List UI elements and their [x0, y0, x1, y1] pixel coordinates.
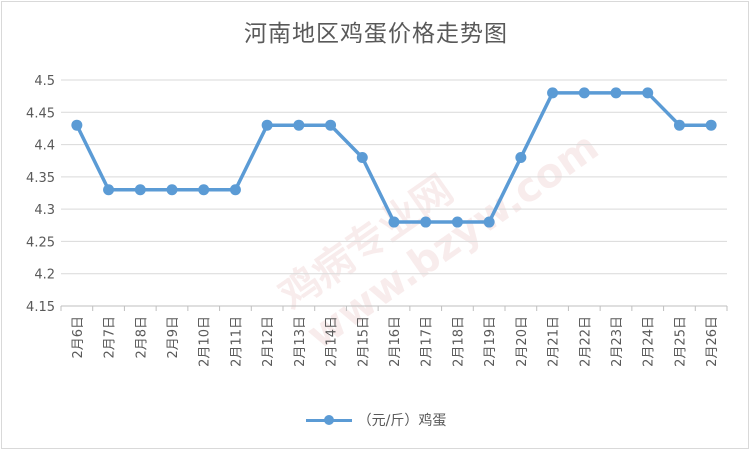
data-point[interactable] [705, 119, 717, 131]
data-point[interactable] [515, 151, 527, 163]
chart-title: 河南地区鸡蛋价格走势图 [244, 21, 508, 47]
x-tick-label: 2月17日 [420, 316, 435, 367]
data-point[interactable] [610, 87, 622, 99]
data-point[interactable] [166, 184, 178, 196]
data-point[interactable] [483, 216, 495, 228]
legend-swatch [305, 413, 352, 427]
legend-label: （元/斤）鸡蛋 [357, 413, 447, 429]
data-point[interactable] [134, 184, 146, 196]
x-tick-label: 2月16日 [388, 316, 403, 367]
x-tick-label: 2月10日 [198, 316, 213, 367]
x-tick-label: 2月23日 [610, 316, 625, 367]
y-axis: 4.15 4.2 4.25 4.3 4.35 4.4 4.45 4.5 [26, 74, 55, 315]
x-tick-label: 2月19日 [483, 316, 498, 367]
data-point[interactable] [673, 119, 685, 131]
y-tick-label: 4.4 [34, 139, 55, 154]
x-tick-label: 2月15日 [356, 316, 371, 367]
x-tick-label: 2月26日 [705, 316, 720, 367]
y-tick-label: 4.5 [34, 74, 55, 89]
y-tick-label: 4.35 [26, 171, 55, 186]
x-axis: 2月6日 2月7日 2月8日 2月9日 2月10日 2月11日 2月12日 2月13日 2月14… [60, 305, 728, 367]
x-tick-label: 2月13日 [293, 316, 308, 367]
y-tick-label: 4.2 [34, 268, 55, 283]
x-tick-label: 2月6日 [71, 316, 86, 359]
x-tick-label: 2月20日 [515, 316, 530, 367]
x-tick-label: 2月7日 [103, 316, 118, 359]
series-group [71, 87, 717, 228]
legend[interactable]: （元/斤）鸡蛋 [0, 410, 752, 430]
y-tick-label: 4.45 [26, 106, 55, 121]
x-tick-label: 2月25日 [673, 316, 688, 367]
data-point[interactable] [642, 87, 654, 99]
x-tick-label: 2月18日 [451, 316, 466, 367]
x-tick-label: 2月8日 [134, 316, 149, 359]
x-tick-label: 2月22日 [578, 316, 593, 367]
data-point[interactable] [547, 87, 559, 99]
data-point[interactable] [103, 184, 115, 196]
data-point[interactable] [578, 87, 590, 99]
data-point[interactable] [198, 184, 210, 196]
grid-lines [61, 79, 727, 307]
data-point[interactable] [388, 216, 400, 228]
data-point[interactable] [420, 216, 432, 228]
data-point[interactable] [356, 151, 368, 163]
x-tick-label: 2月24日 [642, 316, 657, 367]
y-tick-label: 4.15 [26, 300, 55, 315]
x-tick-label: 2月12日 [261, 316, 276, 367]
data-point[interactable] [229, 184, 241, 196]
x-tick-label: 2月21日 [547, 316, 562, 367]
x-tick-label: 2月11日 [229, 316, 244, 367]
x-tick-label: 2月9日 [166, 316, 181, 359]
data-point[interactable] [451, 216, 463, 228]
data-point[interactable] [325, 119, 337, 131]
data-point[interactable] [71, 119, 83, 131]
y-tick-label: 4.25 [26, 235, 55, 250]
data-point[interactable] [293, 119, 305, 131]
x-tick-label: 2月14日 [325, 316, 340, 367]
y-tick-label: 4.3 [34, 203, 55, 218]
data-point[interactable] [261, 119, 273, 131]
